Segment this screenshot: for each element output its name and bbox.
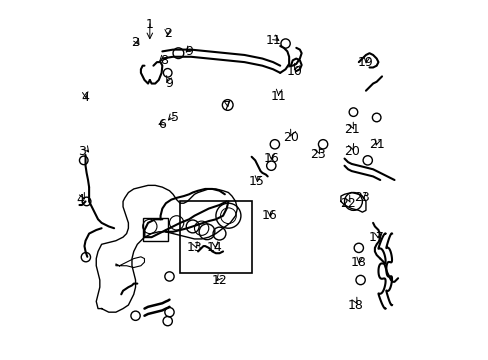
Text: 22: 22 <box>340 197 355 210</box>
Text: 5: 5 <box>170 111 179 124</box>
Text: 1: 1 <box>145 18 153 31</box>
Text: 4: 4 <box>76 193 84 206</box>
Text: 3: 3 <box>78 145 86 158</box>
Text: 11: 11 <box>270 90 286 103</box>
Text: 2: 2 <box>131 36 139 49</box>
Text: 23: 23 <box>309 148 325 162</box>
Bar <box>142 217 167 241</box>
Text: 16: 16 <box>263 152 279 165</box>
Text: 18: 18 <box>350 256 366 269</box>
Text: 17: 17 <box>368 231 384 244</box>
Text: 9: 9 <box>185 45 193 58</box>
Text: 21: 21 <box>368 138 384 151</box>
Text: 11: 11 <box>264 34 281 47</box>
Text: 13: 13 <box>186 241 202 255</box>
Text: 19: 19 <box>357 55 373 69</box>
Text: 4: 4 <box>81 91 89 104</box>
Text: 10: 10 <box>286 64 302 77</box>
Text: 23: 23 <box>354 192 369 204</box>
Text: 15: 15 <box>248 175 264 188</box>
Text: 20: 20 <box>283 131 298 144</box>
Bar <box>180 202 251 273</box>
Text: 12: 12 <box>211 274 227 287</box>
Text: 8: 8 <box>160 54 168 67</box>
Text: 7: 7 <box>222 100 230 113</box>
Text: 21: 21 <box>343 123 359 136</box>
Text: 6: 6 <box>158 118 166 131</box>
Text: 20: 20 <box>343 145 359 158</box>
Text: 9: 9 <box>165 77 173 90</box>
Text: 16: 16 <box>261 209 277 222</box>
Text: 2: 2 <box>163 27 171 40</box>
Text: 18: 18 <box>346 298 363 311</box>
Text: 14: 14 <box>206 241 222 255</box>
